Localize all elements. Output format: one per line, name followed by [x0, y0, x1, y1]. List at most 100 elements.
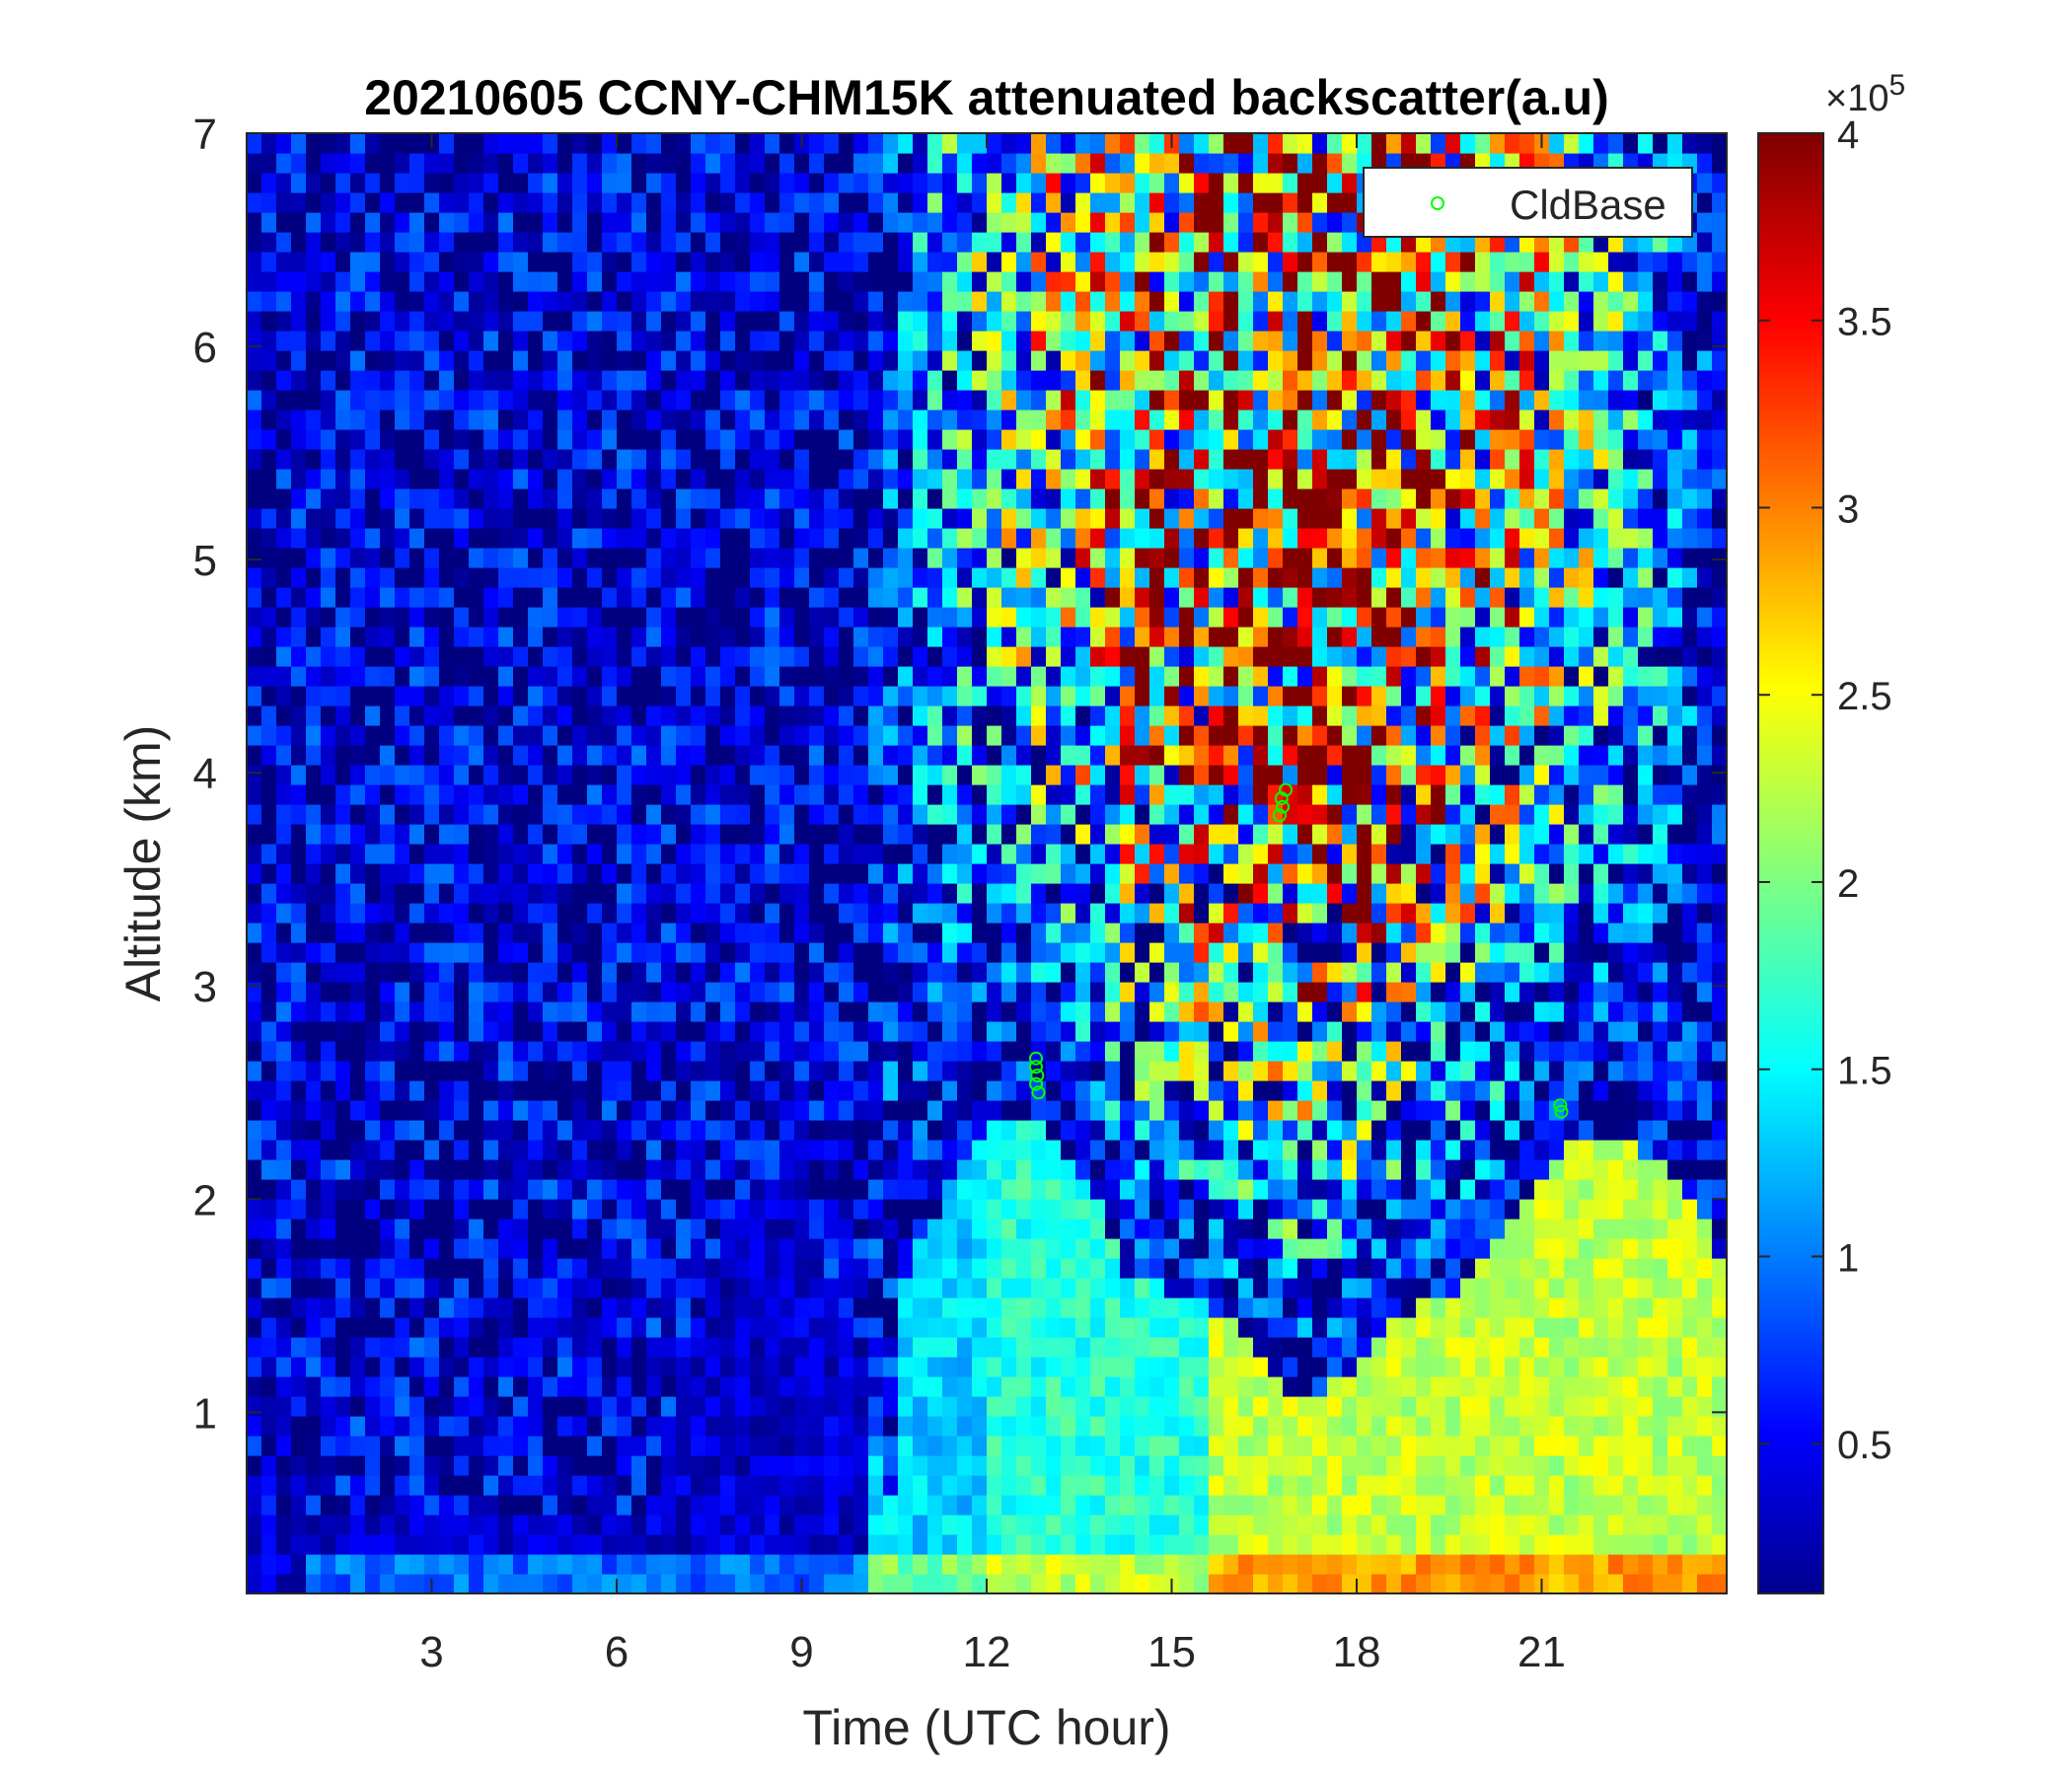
heatmap-cell: [1046, 449, 1062, 470]
heatmap-cell: [735, 271, 751, 292]
heatmap-cell: [646, 291, 662, 312]
heatmap-cell: [1090, 705, 1106, 726]
heatmap-cell: [276, 291, 292, 312]
heatmap-cell: [602, 508, 618, 529]
heatmap-cell: [883, 824, 899, 845]
heatmap-cell: [1135, 1554, 1150, 1575]
heatmap-cell: [853, 607, 869, 628]
heatmap-cell: [868, 1219, 884, 1239]
heatmap-cell: [1105, 844, 1121, 864]
heatmap-cell: [247, 1080, 262, 1101]
heatmap-cell: [927, 646, 943, 667]
heatmap-cell: [765, 646, 780, 667]
heatmap-cell: [350, 1080, 366, 1101]
heatmap-cell: [247, 390, 262, 410]
heatmap-cell: [321, 745, 336, 766]
heatmap-cell: [365, 725, 381, 746]
heatmap-cell: [276, 1001, 292, 1022]
heatmap-cell: [1179, 528, 1195, 549]
heatmap-cell: [1105, 1140, 1121, 1160]
heatmap-cell: [1135, 627, 1150, 647]
heatmap-cell: [1164, 1436, 1180, 1456]
heatmap-cell: [1223, 982, 1239, 1002]
heatmap-cell: [1164, 1219, 1180, 1239]
heatmap-cell: [1046, 331, 1062, 351]
heatmap-cell: [528, 1219, 544, 1239]
heatmap-cell: [439, 567, 455, 588]
heatmap-cell: [957, 449, 973, 470]
heatmap-cell: [350, 765, 366, 785]
heatmap-cell: [809, 923, 825, 943]
heatmap-cell: [853, 1416, 869, 1437]
heatmap-cell: [350, 1061, 366, 1081]
heatmap-cell: [913, 1455, 928, 1476]
heatmap-cell: [557, 232, 573, 253]
heatmap-cell: [617, 1357, 632, 1377]
heatmap-cell: [321, 548, 336, 568]
heatmap-cell: [646, 449, 662, 470]
heatmap-cell: [676, 725, 692, 746]
heatmap-cell: [306, 1515, 322, 1535]
heatmap-cell: [646, 1455, 662, 1476]
heatmap-cell: [676, 765, 692, 785]
heatmap-cell: [883, 1337, 899, 1358]
heatmap-cell: [1016, 1041, 1032, 1062]
heatmap-cell: [676, 824, 692, 845]
heatmap-cell: [691, 745, 706, 766]
heatmap-cell: [987, 528, 1002, 549]
heatmap-cell: [247, 528, 262, 549]
heatmap-cell: [1016, 173, 1032, 193]
heatmap-cell: [1075, 567, 1091, 588]
heatmap-cell: [617, 705, 632, 726]
heatmap-cell: [1016, 607, 1032, 628]
heatmap-cell: [942, 212, 958, 233]
heatmap-cell: [1194, 1574, 1210, 1593]
heatmap-cell: [247, 508, 262, 529]
heatmap-cell: [1075, 1455, 1091, 1476]
heatmap-cell: [587, 212, 603, 233]
heatmap-cell: [957, 153, 973, 174]
heatmap-cell: [898, 883, 914, 904]
heatmap-cell: [824, 1100, 840, 1121]
heatmap-cell: [1149, 1396, 1165, 1417]
heatmap-cell: [557, 370, 573, 391]
heatmap-cell: [720, 311, 736, 332]
heatmap-cell: [927, 1436, 943, 1456]
heatmap-cell: [676, 370, 692, 391]
heatmap-cell: [913, 1258, 928, 1279]
heatmap-cell: [1061, 1238, 1076, 1259]
heatmap-cell: [1149, 962, 1165, 983]
heatmap-cell: [853, 1080, 869, 1101]
heatmap-cell: [705, 133, 721, 154]
heatmap-cell: [661, 449, 677, 470]
heatmap-cell: [424, 173, 440, 193]
heatmap-cell: [735, 903, 751, 924]
heatmap-cell: [1223, 331, 1239, 351]
heatmap-cell: [868, 1337, 884, 1358]
heatmap-cell: [247, 409, 262, 430]
heatmap-cell: [1120, 824, 1136, 845]
heatmap-cell: [942, 942, 958, 963]
heatmap-cell: [1090, 252, 1106, 272]
heatmap-cell: [1090, 1100, 1106, 1121]
heatmap-cell: [587, 627, 603, 647]
heatmap-cell: [350, 1574, 366, 1593]
heatmap-cell: [1016, 1120, 1032, 1141]
heatmap-cell: [439, 1140, 455, 1160]
heatmap-cell: [794, 331, 810, 351]
heatmap-cell: [779, 646, 795, 667]
heatmap-cell: [809, 1574, 825, 1593]
heatmap-cell: [1120, 725, 1136, 746]
heatmap-cell: [498, 1317, 514, 1338]
heatmap-cell: [1223, 1436, 1239, 1456]
heatmap-cell: [927, 1534, 943, 1555]
heatmap-cell: [557, 784, 573, 805]
heatmap-cell: [765, 962, 780, 983]
heatmap-cell: [765, 252, 780, 272]
heatmap-cell: [321, 1219, 336, 1239]
heatmap-cell: [972, 627, 988, 647]
heatmap-cell: [572, 962, 588, 983]
heatmap-cell: [1105, 1080, 1121, 1101]
heatmap-cell: [321, 350, 336, 371]
heatmap-cell: [809, 153, 825, 174]
